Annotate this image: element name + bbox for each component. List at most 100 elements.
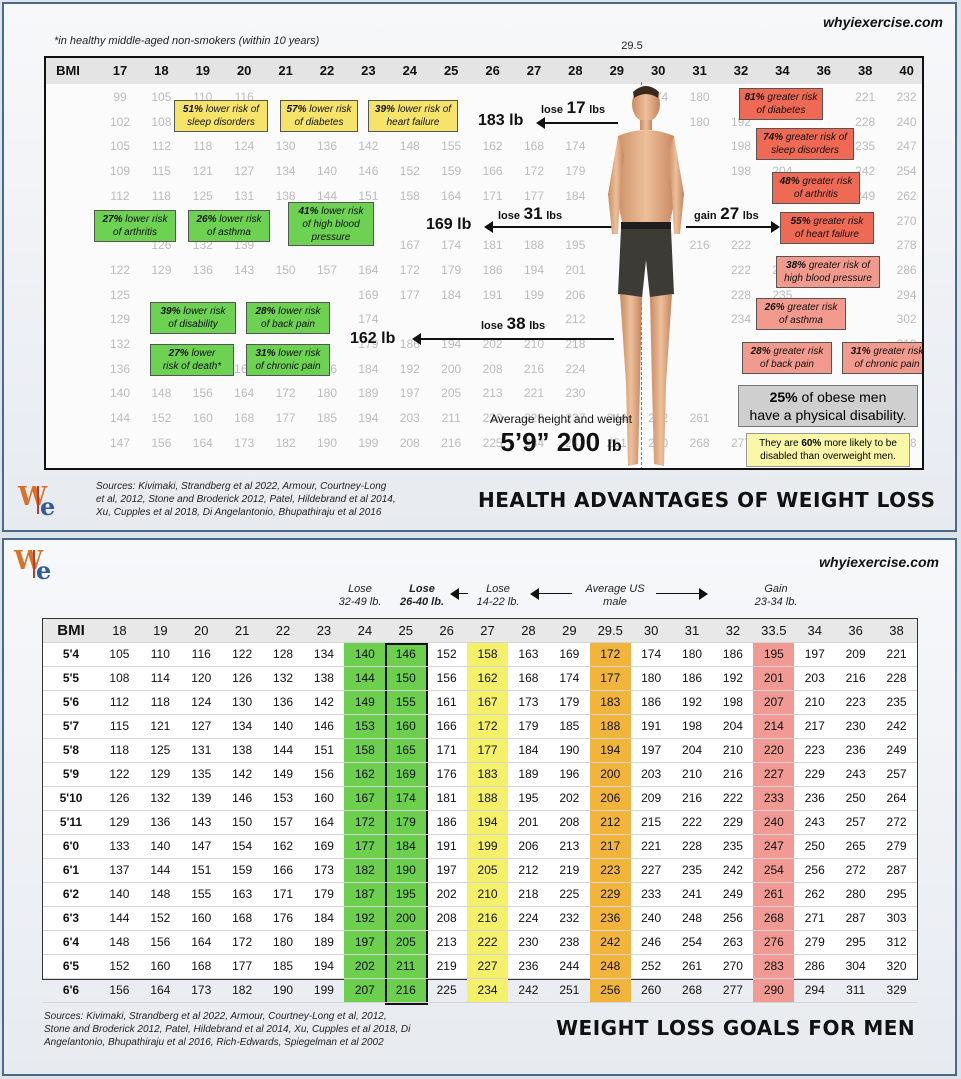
col-header-23: 23	[316, 623, 332, 638]
table-cell: 243	[804, 815, 825, 829]
bmi-col-25: 25	[443, 63, 459, 78]
background-weight: 151	[358, 188, 379, 203]
table-cell: 124	[191, 695, 212, 709]
table-cell: 248	[600, 959, 621, 973]
table-cell: 204	[722, 719, 743, 733]
bmi-col-20: 20	[236, 63, 252, 78]
table-cell: 268	[682, 983, 703, 997]
table-cell: 184	[395, 839, 416, 853]
arrow-left-1	[450, 588, 468, 600]
table-cell: 311	[846, 983, 866, 997]
background-weight: 174	[358, 312, 379, 327]
table-cell: 252	[641, 959, 662, 973]
background-weight: 188	[523, 238, 545, 253]
background-weight: 184	[441, 287, 462, 302]
table-cell: 276	[763, 935, 784, 949]
table-cell: 210	[682, 767, 703, 781]
table-cell: 205	[395, 935, 416, 949]
background-weight: 228	[855, 114, 876, 129]
table-cell: 186	[722, 647, 743, 661]
bmi-col-31: 31	[692, 63, 707, 78]
background-weight: 189	[358, 386, 379, 401]
table-cell: 219	[436, 959, 457, 973]
background-weight: 205	[441, 386, 462, 401]
background-weight: 109	[109, 164, 131, 179]
table-row: 5'9 122 129 135 142 149 156 162 169 176 183 189 196 2…	[43, 763, 917, 787]
background-weight: 240	[896, 114, 917, 129]
table-row: 5'10 126 132 139 146 153 160 167 174 181 188 195 202…	[43, 787, 917, 811]
background-weight: 172	[275, 386, 296, 401]
table-cell: 162	[354, 767, 375, 781]
table-cell: 222	[477, 935, 498, 949]
background-weight: 177	[399, 287, 420, 302]
bmi-col-27: 27	[526, 63, 542, 78]
table-cell: 224	[518, 911, 539, 925]
table-cell: 136	[150, 815, 171, 829]
table-row: 6'2 140 148 155 163 171 179 187 195 202 210 218 225 2…	[43, 883, 917, 907]
table-cell: 236	[600, 911, 621, 925]
table-cell: 264	[886, 791, 907, 805]
table-cell: 280	[845, 887, 866, 901]
background-weight: 121	[192, 164, 213, 179]
table-cell: 192	[722, 671, 743, 685]
table-row: 5'11 129 136 143 150 157 164 172 179 186 194 201 208…	[43, 811, 917, 835]
footnote: *in healthy middle-aged non-smokers (wit…	[54, 35, 320, 47]
table-cell: 180	[641, 671, 662, 685]
table-cell: 232	[559, 911, 580, 925]
table-cell: 257	[845, 815, 866, 829]
bmi-col-18: 18	[154, 63, 169, 78]
background-weight: 244	[606, 411, 627, 426]
table-cell: 228	[886, 671, 907, 685]
table-cell: 120	[191, 671, 212, 685]
table-cell: 227	[763, 767, 784, 781]
background-weight: 182	[275, 435, 296, 450]
table-cell: 225	[436, 983, 457, 997]
highlight-col-27	[467, 643, 508, 1003]
table-cell: 197	[354, 935, 375, 949]
table-cell: 235	[722, 839, 743, 853]
row-height-label: 5'7	[62, 719, 80, 733]
background-weight: 132	[109, 337, 131, 351]
background-weight: 169	[358, 287, 379, 302]
table-cell: 177	[232, 959, 253, 973]
table-cell: 179	[395, 815, 416, 829]
background-weight: 142	[358, 139, 379, 154]
table-cell: 142	[313, 695, 334, 709]
background-weight: 136	[316, 139, 338, 154]
lower-risk-chronic-pain: 31% lower risk of chronic pain	[246, 344, 330, 376]
change-lose-17: lose 17 lbs	[541, 98, 606, 117]
background-weight: 180	[689, 114, 710, 129]
background-weight: 129	[151, 262, 172, 277]
col-header-24: 24	[357, 623, 373, 638]
bmi-col-17: 17	[112, 63, 128, 78]
background-weight: 105	[109, 139, 131, 154]
table-cell: 160	[150, 959, 171, 973]
table-cell: 262	[804, 887, 825, 901]
background-weight: 180	[316, 386, 338, 401]
table-cell: 271	[804, 911, 825, 925]
table-cell: 272	[886, 815, 907, 829]
background-weight: 222	[730, 262, 752, 277]
table-cell: 172	[477, 719, 498, 733]
table-cell: 184	[518, 743, 539, 757]
table-cell: 205	[477, 863, 498, 877]
average-label: Average height and weight	[490, 412, 632, 426]
table-cell: 182	[232, 983, 253, 997]
table-cell: 207	[763, 695, 784, 709]
bmi-col-28: 28	[568, 63, 583, 78]
table-cell: 202	[436, 887, 457, 901]
greater-risk-asthma: 26% greater risk of asthma	[756, 298, 846, 330]
background-weight: 112	[151, 139, 171, 154]
background-weight: 179	[358, 337, 379, 351]
background-weight: 152	[399, 164, 420, 179]
table-cell: 242	[886, 719, 907, 733]
table-cell: 189	[518, 767, 539, 781]
background-weight: 247	[896, 139, 917, 154]
table-cell: 223	[804, 743, 825, 757]
table-cell: 160	[395, 719, 416, 733]
table-cell: 304	[845, 959, 866, 973]
table-cell: 295	[845, 935, 866, 949]
weight-162: 162 lb	[350, 330, 396, 347]
table-cell: 174	[559, 671, 580, 685]
lower-risk-heart: 39% lower risk of heart failure	[368, 100, 458, 132]
